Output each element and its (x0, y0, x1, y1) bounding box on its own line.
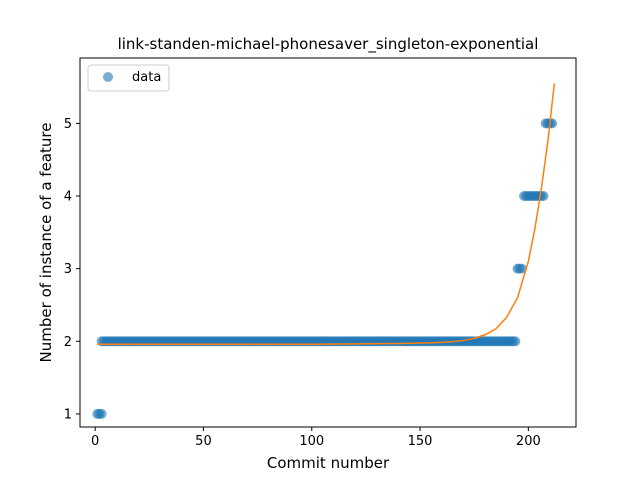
plot-area (92, 83, 558, 419)
y-tick-label: 2 (64, 335, 72, 350)
y-tick-label: 1 (64, 407, 72, 422)
y-tick-label: 4 (64, 190, 72, 205)
legend-box (87, 64, 170, 92)
data-point (510, 336, 521, 347)
axes-frame (79, 57, 577, 428)
data-point (547, 118, 558, 129)
data-point (96, 408, 107, 419)
x-axis-label: Commit number (267, 454, 390, 472)
x-tick-label: 200 (516, 434, 541, 449)
fit-line (97, 83, 556, 345)
legend-label: data (132, 70, 161, 85)
legend-marker (103, 72, 113, 82)
x-tick-label: 100 (299, 434, 324, 449)
y-tick-label: 5 (64, 117, 72, 132)
x-tick-label: 50 (195, 434, 212, 449)
data-point (516, 263, 527, 274)
x-axis: 0 50 100 150 200 (91, 427, 541, 449)
y-axis-label: Number of instance of a feature (37, 123, 55, 363)
chart-title: link-standen-michael-phonesaver_singleto… (118, 35, 539, 54)
y-tick-label: 3 (64, 262, 72, 277)
x-tick-label: 150 (408, 434, 433, 449)
x-tick-label: 0 (91, 434, 99, 449)
y-axis: 1 2 3 4 5 (64, 117, 80, 422)
legend: data (87, 64, 170, 92)
